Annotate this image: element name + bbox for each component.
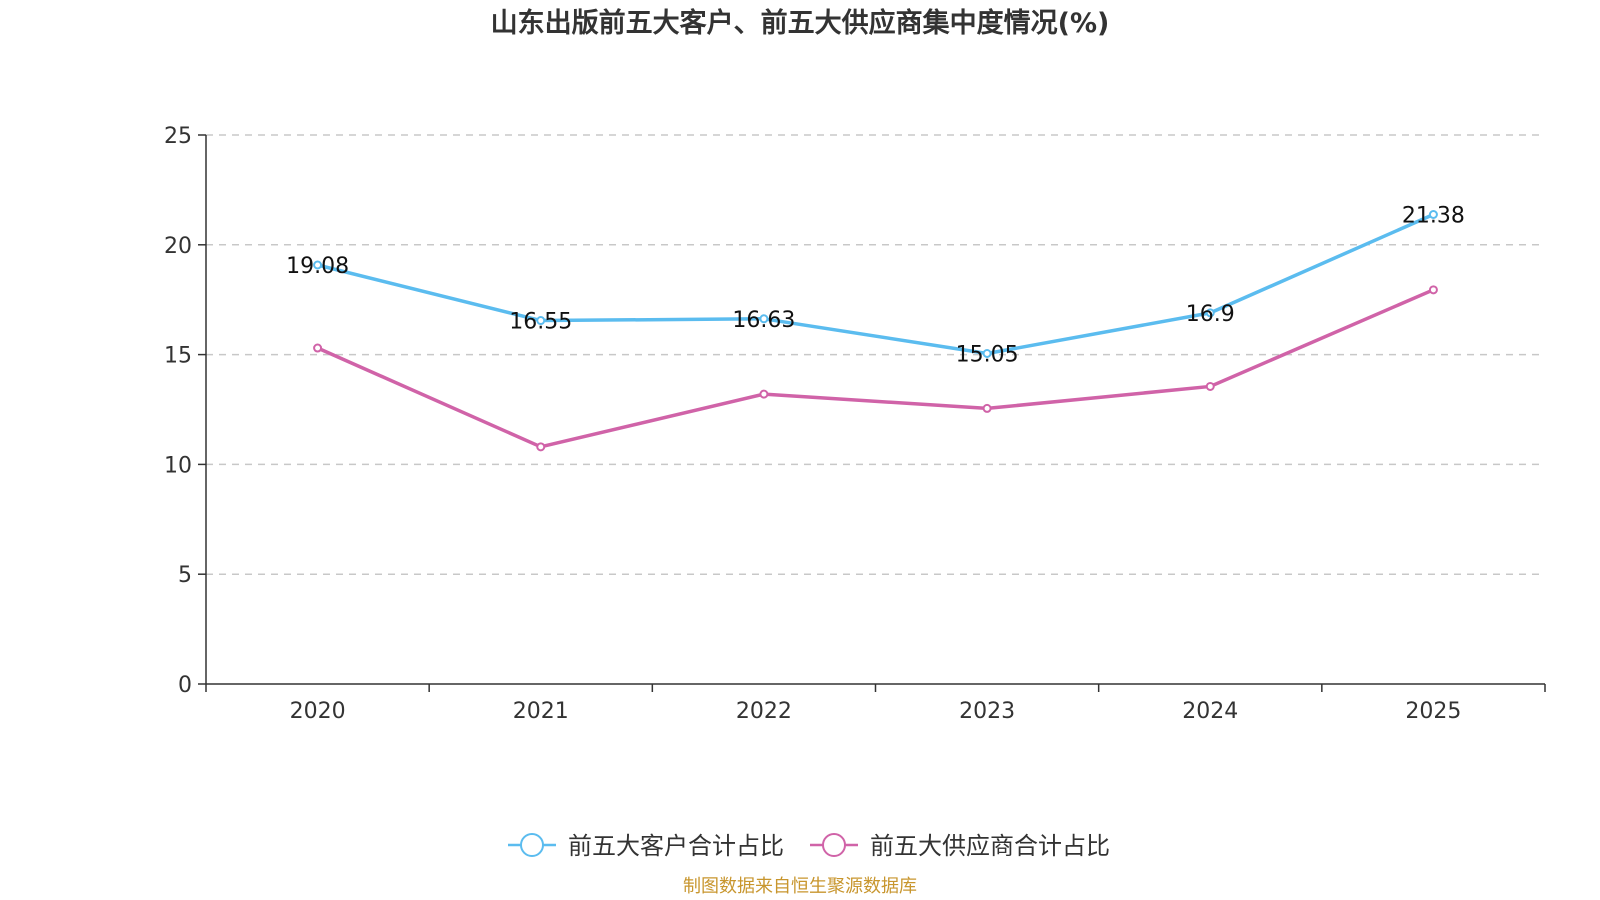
- series-0-point-2021: [536, 316, 546, 326]
- series-0-data-label-2020: 19.08: [286, 254, 349, 279]
- series-0-data-label-2021: 16.55: [509, 310, 572, 335]
- series-0-point-2025: [1428, 209, 1438, 219]
- data-label-layer: 19.08 16.55 16.63 15.05 16.9 21.38: [286, 203, 1465, 367]
- series-line-1: [315, 288, 1436, 449]
- x-tick-label-2023: 2023: [959, 699, 1015, 724]
- legend-label-0: 前五大客户合计占比: [568, 832, 784, 860]
- series-0-point-2020: [313, 260, 323, 270]
- series-0-data-label-2023: 15.05: [956, 343, 1019, 368]
- y-tick-label-15: 15: [164, 344, 192, 369]
- y-tick-label-20: 20: [164, 234, 192, 259]
- x-tick-label-2020: 2020: [290, 699, 346, 724]
- series-line-0: [315, 212, 1436, 356]
- x-tick-label-2024: 2024: [1182, 699, 1238, 724]
- series-0-data-label-2024: 16.9: [1186, 302, 1235, 327]
- source-note: 制图数据来自恒生聚源数据库: [683, 876, 917, 897]
- series-0-point-2024: [1205, 308, 1215, 318]
- series-0-point-2023: [982, 349, 992, 359]
- x-tick-label-2025: 2025: [1405, 699, 1461, 724]
- y-tick-label-5: 5: [178, 563, 192, 588]
- x-tick-label-2022: 2022: [736, 699, 792, 724]
- y-tick-label-0: 0: [178, 673, 192, 698]
- legend-label-1: 前五大供应商合计占比: [870, 832, 1110, 860]
- series-1-point-2021: [536, 442, 546, 452]
- legend-marker-0: [520, 833, 544, 857]
- series-0-data-label-2025: 21.38: [1402, 203, 1465, 228]
- y-tick-label-25: 25: [164, 124, 192, 149]
- series-layer: [313, 209, 1438, 452]
- series-1-point-2025: [1428, 285, 1438, 295]
- series-1-point-2020: [313, 343, 323, 353]
- grid-layer: [206, 134, 1545, 575]
- series-1-point-2024: [1205, 381, 1215, 391]
- series-0-point-2022: [759, 314, 769, 324]
- y-tick-label-10: 10: [164, 453, 192, 478]
- chart-title: 山东出版前五大客户、前五大供应商集中度情况(%): [491, 7, 1110, 39]
- series-0-data-label-2022: 16.63: [732, 308, 795, 333]
- legend: 前五大客户合计占比 前五大供应商合计占比: [508, 832, 1110, 860]
- series-1-point-2022: [759, 389, 769, 399]
- legend-marker-1: [822, 833, 846, 857]
- series-1-point-2023: [982, 403, 992, 413]
- x-tick-label-2021: 2021: [513, 699, 569, 724]
